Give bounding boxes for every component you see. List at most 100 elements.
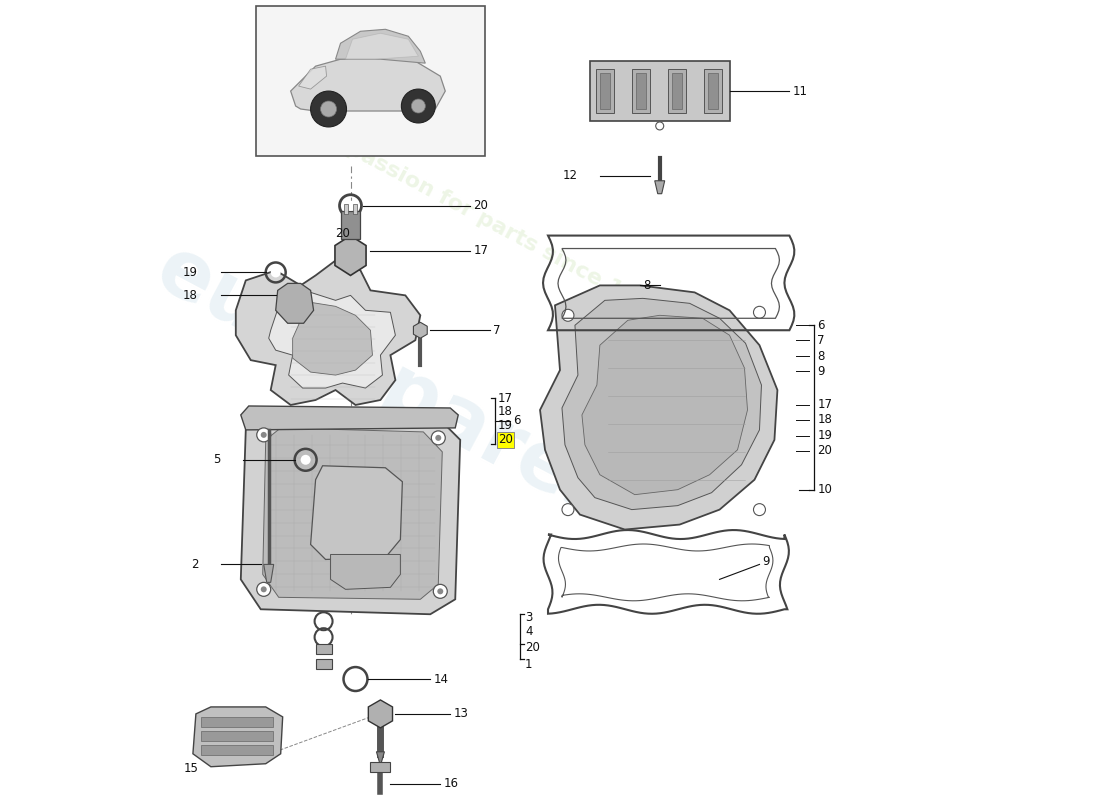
Polygon shape bbox=[235, 261, 420, 405]
Polygon shape bbox=[336, 30, 426, 63]
Text: 6: 6 bbox=[513, 414, 520, 427]
Polygon shape bbox=[414, 322, 427, 338]
Text: 7: 7 bbox=[817, 334, 825, 346]
Circle shape bbox=[310, 91, 346, 127]
Polygon shape bbox=[192, 707, 283, 766]
Bar bbox=[255, 6, 485, 156]
Text: 3: 3 bbox=[525, 610, 532, 624]
Circle shape bbox=[271, 267, 281, 278]
Circle shape bbox=[562, 504, 574, 515]
Bar bbox=[636, 73, 646, 109]
Polygon shape bbox=[310, 466, 403, 559]
Text: 18: 18 bbox=[183, 289, 198, 302]
Bar bbox=[353, 204, 358, 214]
Bar bbox=[201, 731, 273, 741]
Polygon shape bbox=[336, 235, 366, 275]
Text: 4: 4 bbox=[525, 625, 532, 638]
Text: 20: 20 bbox=[473, 199, 488, 212]
Polygon shape bbox=[293, 302, 373, 375]
Circle shape bbox=[351, 674, 361, 684]
Bar bbox=[672, 73, 682, 109]
Bar bbox=[316, 644, 331, 654]
Bar bbox=[596, 69, 614, 113]
Text: 8: 8 bbox=[817, 350, 825, 362]
Polygon shape bbox=[290, 56, 446, 111]
Polygon shape bbox=[376, 752, 384, 766]
Bar bbox=[600, 73, 609, 109]
Text: 8: 8 bbox=[642, 279, 650, 292]
Polygon shape bbox=[268, 292, 395, 388]
Text: 11: 11 bbox=[792, 85, 807, 98]
Circle shape bbox=[345, 201, 355, 210]
Polygon shape bbox=[368, 700, 393, 728]
Polygon shape bbox=[540, 286, 778, 530]
Text: 2: 2 bbox=[191, 558, 199, 571]
Circle shape bbox=[402, 89, 436, 123]
Circle shape bbox=[431, 431, 446, 445]
Bar bbox=[201, 745, 273, 754]
Text: 17: 17 bbox=[498, 391, 513, 405]
Text: 17: 17 bbox=[473, 244, 488, 257]
Text: 14: 14 bbox=[433, 673, 449, 686]
Polygon shape bbox=[654, 181, 664, 194]
Polygon shape bbox=[264, 565, 274, 582]
Bar bbox=[707, 73, 717, 109]
Text: 9: 9 bbox=[817, 365, 825, 378]
Bar bbox=[371, 762, 390, 772]
Bar bbox=[316, 659, 331, 669]
Text: eurospares: eurospares bbox=[142, 230, 629, 538]
Bar bbox=[704, 69, 722, 113]
Circle shape bbox=[261, 432, 266, 438]
Text: 1: 1 bbox=[525, 658, 532, 670]
Polygon shape bbox=[562, 298, 761, 510]
Circle shape bbox=[256, 582, 271, 596]
Polygon shape bbox=[345, 34, 418, 59]
Polygon shape bbox=[263, 428, 442, 599]
Text: 18: 18 bbox=[498, 406, 513, 418]
Polygon shape bbox=[331, 554, 400, 590]
Text: 13: 13 bbox=[453, 707, 469, 721]
Text: 17: 17 bbox=[817, 398, 833, 411]
Polygon shape bbox=[276, 283, 314, 323]
Circle shape bbox=[411, 99, 426, 113]
Text: 20: 20 bbox=[525, 641, 540, 654]
Circle shape bbox=[320, 618, 328, 626]
Circle shape bbox=[261, 586, 266, 592]
Text: 15: 15 bbox=[184, 762, 198, 775]
Text: 18: 18 bbox=[817, 414, 833, 426]
Bar bbox=[341, 210, 361, 238]
Circle shape bbox=[436, 435, 441, 441]
Bar bbox=[201, 717, 273, 727]
Polygon shape bbox=[241, 412, 460, 614]
Text: 19: 19 bbox=[183, 266, 198, 279]
Bar bbox=[590, 61, 729, 121]
Polygon shape bbox=[298, 66, 327, 89]
Text: a passion for parts since 1985: a passion for parts since 1985 bbox=[323, 127, 667, 322]
Circle shape bbox=[433, 584, 448, 598]
Text: 20: 20 bbox=[336, 227, 351, 240]
Text: 20: 20 bbox=[498, 434, 513, 446]
Circle shape bbox=[754, 306, 766, 318]
Bar bbox=[631, 69, 650, 113]
Text: 6: 6 bbox=[817, 318, 825, 332]
Circle shape bbox=[754, 504, 766, 515]
Text: 9: 9 bbox=[762, 555, 770, 568]
Bar bbox=[343, 204, 348, 214]
Text: 16: 16 bbox=[443, 777, 459, 790]
Circle shape bbox=[562, 310, 574, 322]
Circle shape bbox=[320, 101, 337, 117]
Circle shape bbox=[300, 455, 310, 465]
Text: 20: 20 bbox=[817, 444, 833, 458]
Polygon shape bbox=[582, 315, 748, 494]
Circle shape bbox=[256, 428, 271, 442]
Text: 12: 12 bbox=[563, 170, 578, 182]
Text: 5: 5 bbox=[213, 454, 221, 466]
Bar bbox=[668, 69, 685, 113]
Text: 10: 10 bbox=[817, 483, 833, 496]
Circle shape bbox=[320, 633, 328, 641]
Text: 7: 7 bbox=[493, 324, 500, 337]
Text: 19: 19 bbox=[498, 419, 513, 433]
Polygon shape bbox=[241, 406, 459, 430]
Text: 19: 19 bbox=[817, 430, 833, 442]
Circle shape bbox=[438, 588, 443, 594]
